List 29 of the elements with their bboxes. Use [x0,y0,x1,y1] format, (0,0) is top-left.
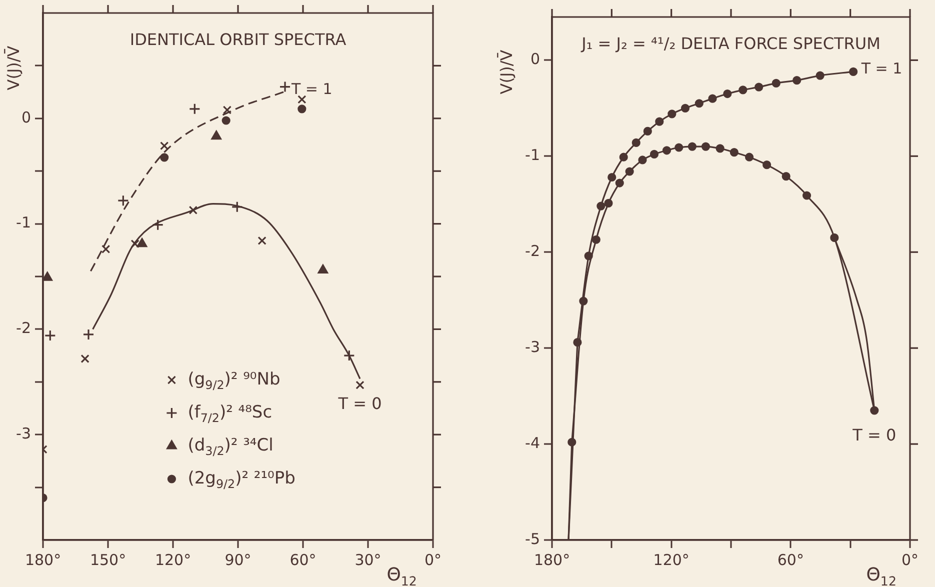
y-tick-label: -4 [525,434,540,452]
x-tick-label: 90° [224,550,252,569]
x-tick-label: 0° [424,550,442,569]
annotation: T = 1 [290,80,332,98]
annotation: T = 1 [860,60,902,78]
x-tick-label: 120° [653,550,690,569]
x-tick-label: 180° [534,550,570,569]
x-tick-label: 150° [90,550,126,569]
y-tick-label: -2 [525,242,540,260]
y-tick-label: -5 [525,530,540,548]
x-tick-label: 60° [290,550,316,569]
x-tick-label: 30° [354,550,382,569]
y-axis-title: V(J)/V̄ [497,50,516,94]
x-tick-label: 120° [154,550,192,569]
y-tick-label: 0 [530,50,540,68]
x-tick-label: 60° [777,550,804,569]
y-tick-label: -1 [525,146,540,164]
x-tick-label: 0° [901,550,919,569]
y-tick-label: 0 [21,108,31,126]
y-tick-label: -3 [16,424,31,442]
x-tick-label: 180° [24,550,62,569]
annotation: T = 0 [337,394,382,413]
annotation: T = 0 [852,426,896,445]
text: IDENTICAL ORBIT SPECTRA [130,30,346,50]
y-tick-label: -1 [16,214,31,232]
text: J₁ = J₂ = ⁴¹/₂ DELTA FORCE SPECTRUM [580,34,880,54]
y-axis-title: V(J)/V̄ [4,46,24,90]
y-tick-label: -3 [525,338,540,356]
y-tick-label: -2 [16,319,31,338]
